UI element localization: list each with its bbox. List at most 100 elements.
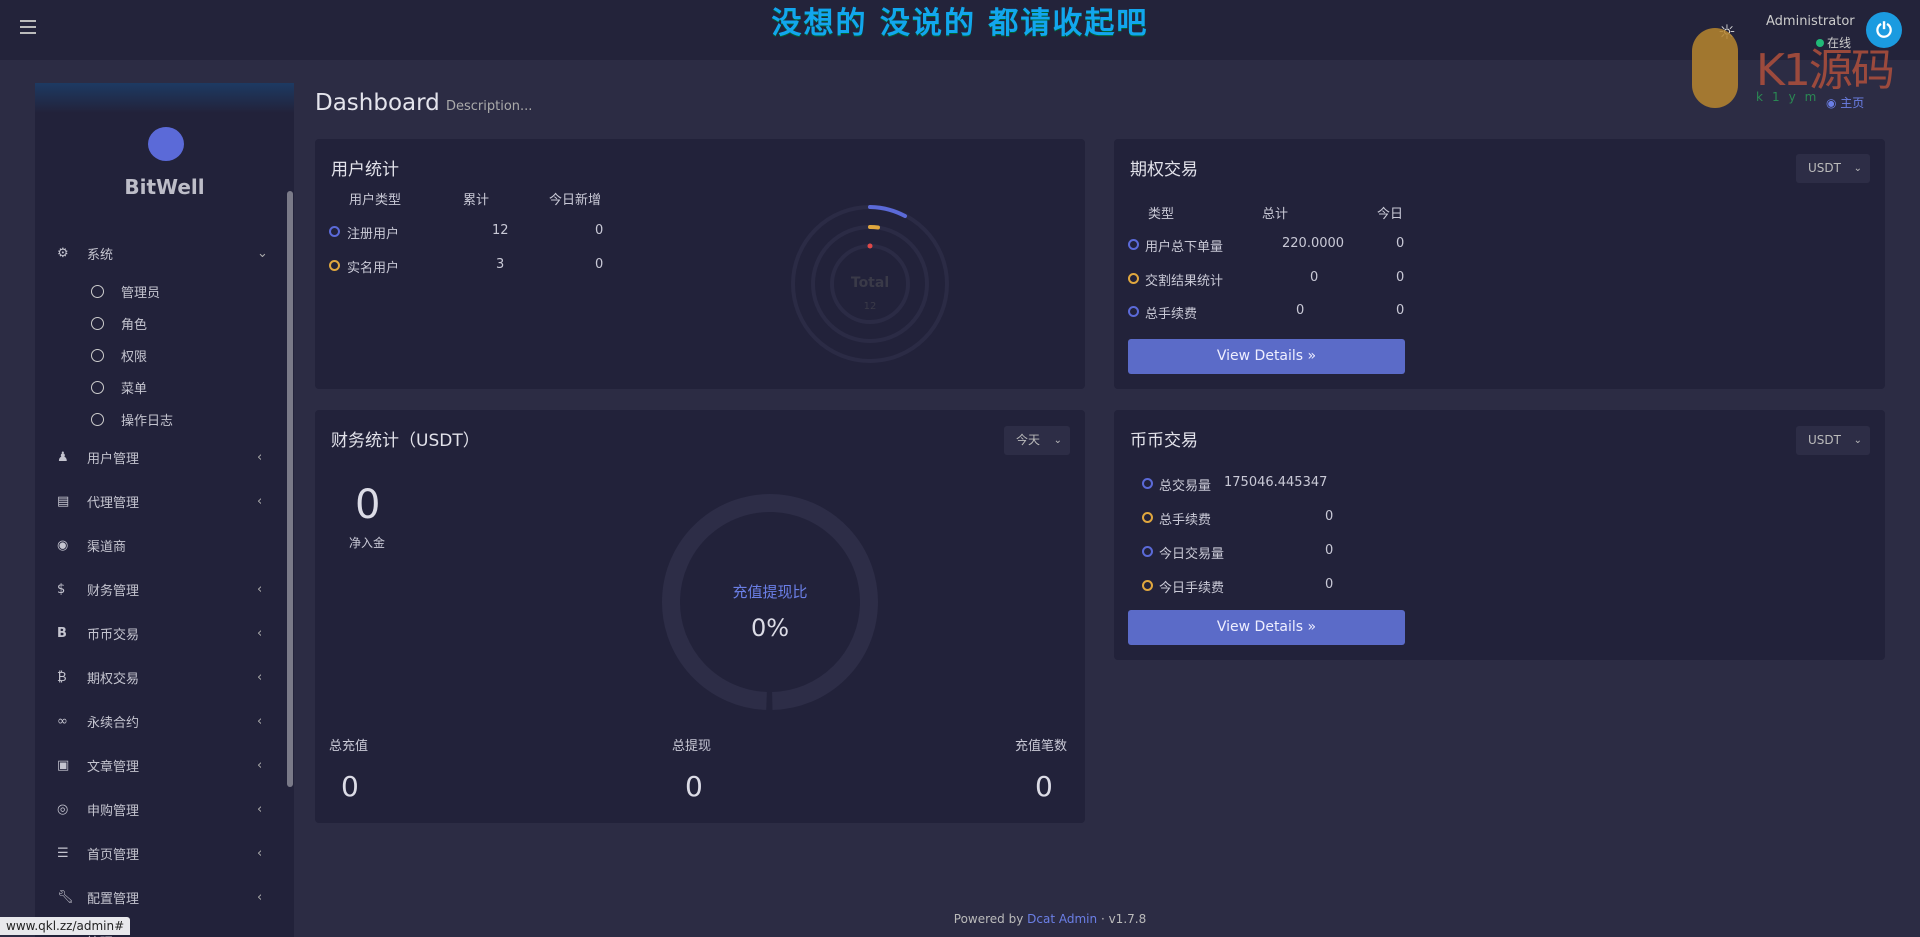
column-header: 今日新增 [549,193,602,208]
chevron-left-icon: ‹ [257,493,263,509]
legend-dot [329,260,340,271]
column-header: 总计 [1262,207,1289,222]
row-type: 用户总下单量 [1145,240,1224,255]
ratio-track [662,494,878,710]
column-header: 用户类型 [349,193,402,208]
stat-value: 0 [685,770,703,803]
bitcoin-icon: ₿ [57,670,67,685]
link-icon: ∞ [57,713,68,729]
sidebar-item[interactable]: •管理‹ [35,919,294,937]
menu-toggle-icon[interactable] [20,20,36,34]
row-type: 总手续费 [1145,307,1198,322]
stat-label: 充值笔数 [1015,739,1068,754]
sidebar-item[interactable]: 🔧︎ 配置管理 ‹ [57,889,263,907]
chevron-left-icon: ‹ [257,934,262,937]
bold-b-icon: B [57,625,67,641]
row-total: 3 [496,257,505,272]
options-trade-card: 期权交易 USDT ⌄ 类型 总计 今日 用户总下单量 220.0000 0 交割… [1114,139,1885,389]
row-type: 交割结果统计 [1145,274,1224,289]
chevron-left-icon: ‹ [257,757,263,773]
row-label: 总手续费 [1159,513,1212,528]
row-label: 今日交易量 [1159,547,1225,562]
currency-select[interactable]: USDT ⌄ [1796,154,1870,183]
logout-icon[interactable]: ⏻ [1866,12,1902,48]
user-name[interactable]: Administrator [1766,14,1855,29]
stat-label: 总充值 [329,739,369,754]
legend-dot [1142,546,1153,557]
circle-icon [91,284,104,298]
sidebar-subitem[interactable]: 角色 [35,307,294,339]
chevron-left-icon: ‹ [257,625,263,641]
row-today: 0 [1396,270,1405,285]
row-value: 0 [1325,509,1334,524]
chevron-left-icon: ‹ [257,713,263,729]
finance-stats-card: 财务统计（USDT） 今天 ⌄ 0 净入金 充值提现比 0% 总充值 总提现 充值… [315,410,1085,823]
row-total: 0 [1310,270,1319,285]
radial-bar-verified [868,224,880,230]
sidebar-subitem[interactable]: 管理员 [35,275,294,307]
spot-trade-card: 币币交易 USDT ⌄ 总交易量 175046.445347 总手续费 0 今日交… [1114,410,1885,660]
sidebar-subitem[interactable]: 菜单 [35,371,294,403]
lifebuoy-icon: ◎ [57,801,69,817]
sidebar-item[interactable]: $ 财务管理 ‹ [57,581,263,599]
dollar-icon: $ [57,581,66,597]
sidebar-item[interactable]: ∞ 永续合约 ‹ [57,713,263,731]
row-label: 总交易量 [1159,479,1212,494]
chevron-down-icon: ⌄ [1053,435,1062,446]
row-value: 175046.445347 [1224,475,1328,490]
net-deposit-label: 净入金 [349,536,386,550]
column-header: 今日 [1377,207,1404,222]
ratio-radial-chart: 充值提现比 0% [662,494,878,710]
legend-dot [1128,273,1139,284]
legend-dot [1142,478,1153,489]
sidebar-item[interactable]: ☰ 首页管理 ‹ [57,845,263,863]
stat-value: 0 [1035,770,1053,803]
card-title: 币币交易 [1130,431,1198,451]
period-select[interactable]: 今天 ⌄ [1004,426,1070,455]
user-radial-chart: Total 12 [791,205,949,363]
row-today: 0 [1396,303,1405,318]
dcat-admin-link[interactable]: Dcat Admin [1027,912,1098,926]
watermark-logo: K1源码 k1ym [1692,28,1895,118]
row-value: 0 [1325,543,1334,558]
sidebar-item[interactable]: ▤ 代理管理 ‹ [57,493,263,511]
card-title: 期权交易 [1130,160,1198,180]
sidebar-item[interactable]: ♟ 用户管理 ‹ [57,449,263,467]
chevron-left-icon: ‹ [257,581,263,597]
sidebar-item[interactable]: ₿ 期权交易 ‹ [57,669,263,687]
view-details-button[interactable]: View Details » [1128,610,1405,645]
row-label: 今日手续费 [1159,581,1225,596]
sidebar-item[interactable]: ▣ 文章管理 ‹ [57,757,263,775]
stat-label: 总提现 [672,739,712,754]
card-title: 财务统计（USDT） [331,431,480,451]
user-circle-icon: ◉ [57,537,69,553]
footer: Powered by Dcat Admin · v1.7.8 [953,912,1147,926]
chevron-left-icon: ‹ [257,889,263,905]
radial-bar-registered [868,205,907,218]
browser-status-url: www.qkl.zz/admin# [0,917,131,935]
view-details-button[interactable]: View Details » [1128,339,1405,374]
sidebar-subitem[interactable]: 权限 [35,339,294,371]
home-link[interactable]: ◉ 主页 [1826,96,1865,110]
row-today: 0 [595,257,604,272]
banner-text: 没想的 没说的 都请收起吧 [771,6,1149,41]
sidebar-item[interactable]: ◎ 申购管理 ‹ [57,801,263,819]
sidebar-item[interactable]: ◉ 渠道商 [57,537,127,555]
page-description: Description... [446,99,533,114]
row-total: 0 [1296,303,1305,318]
sidebar-subitem[interactable]: 操作日志 [35,403,294,435]
stat-value: 0 [341,770,359,803]
legend-dot [1128,239,1139,250]
currency-select[interactable]: USDT ⌄ [1796,426,1870,455]
top-navbar: 没想的 没说的 都请收起吧 ☼ Administrator 在线 ⏻ [0,0,1920,60]
row-type: 实名用户 [347,261,400,276]
brand-name: BitWell [124,175,205,199]
net-deposit-value: 0 [355,482,381,528]
sidebar-scrollbar[interactable] [287,191,293,787]
sidebar-menu: ⚙ 系统 ⌄ 管理员 角色 权限 菜单 操作日志 ♟ 用户管理 ‹ ▤ 代理管理 ‹ ◉ 渠道… [35,231,294,937]
row-total: 220.0000 [1282,236,1345,251]
ratio-value: 0% [751,614,789,642]
sidebar-item[interactable]: B 币币交易 ‹ [57,625,263,643]
sidebar-item-system[interactable]: ⚙ 系统 ⌄ [57,245,268,263]
legend-dot [1142,512,1153,523]
